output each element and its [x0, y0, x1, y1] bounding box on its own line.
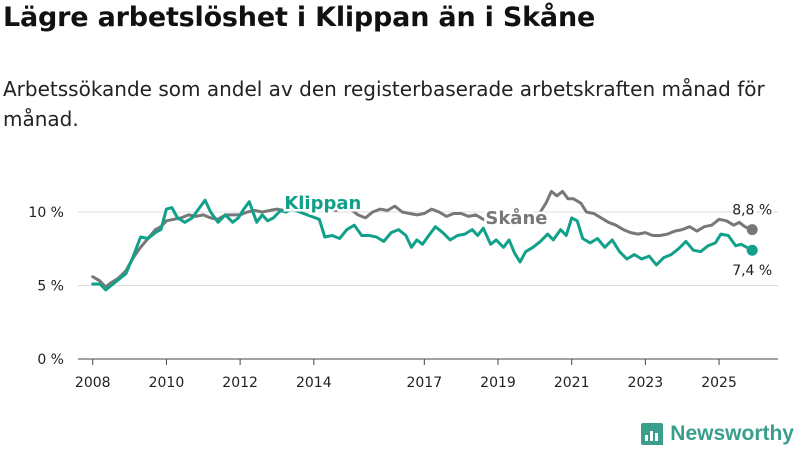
newsworthy-logo: Newsworthy	[640, 422, 794, 446]
end-point-skane	[746, 224, 758, 236]
y-tick-label: 5 %	[37, 279, 64, 295]
x-tick-label: 2023	[628, 375, 664, 391]
series-line-klippan	[91, 198, 754, 292]
chart-subtitle: Arbetssökande som andel av den registerb…	[3, 77, 765, 131]
y-tick-label: 0 %	[37, 352, 64, 368]
y-tick-label: 10 %	[28, 205, 64, 221]
x-tick-label: 2017	[406, 375, 442, 391]
x-tick-label: 2008	[75, 375, 111, 391]
series-label-klippan: Klippan	[284, 193, 361, 214]
end-label-skane: 8,8 %	[732, 203, 772, 219]
series-label-skane: Skåne	[485, 207, 547, 229]
x-tick-label: 2021	[554, 375, 590, 391]
series-line-skane	[91, 189, 754, 289]
x-tick-label: 2010	[149, 375, 185, 391]
x-tick-label: 2014	[296, 375, 332, 391]
end-point-klippan	[746, 244, 758, 256]
newsworthy-icon	[641, 423, 664, 445]
chart-title: Lägre arbetslöshet i Klippan än i Skåne	[3, 2, 596, 33]
x-tick-label: 2012	[222, 375, 258, 391]
end-label-klippan: 7,4 %	[732, 263, 772, 279]
brand-name: Newsworthy	[670, 422, 794, 445]
x-tick-label: 2019	[480, 375, 516, 391]
x-tick-label: 2025	[701, 375, 737, 391]
